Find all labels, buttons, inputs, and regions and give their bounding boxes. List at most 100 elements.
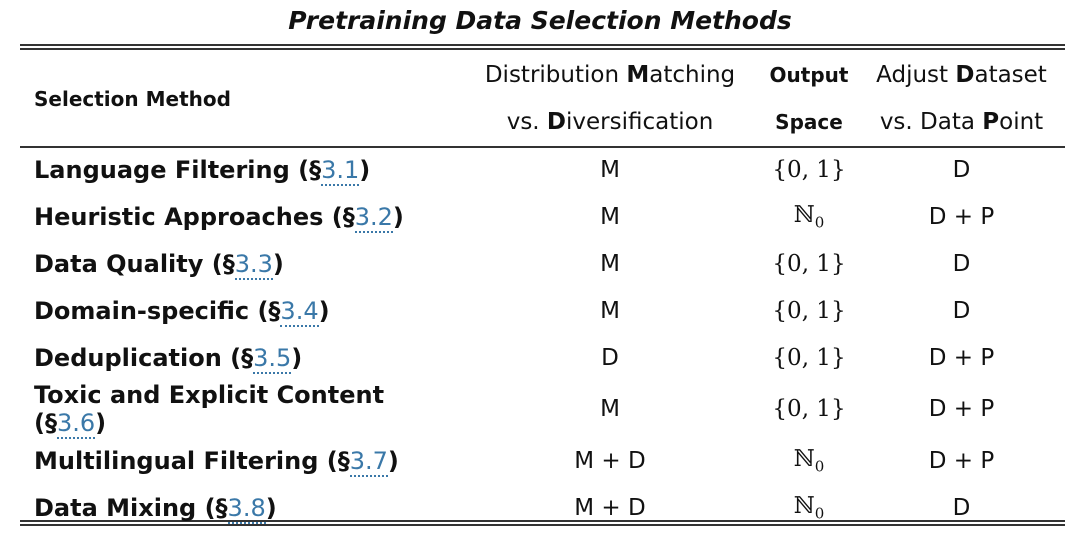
table-row: Deduplication (§3.5) D {0, 1} D + P (20, 334, 1065, 381)
output-subscript: 0 (814, 213, 825, 232)
method-text: Domain-specific (§ (34, 296, 281, 325)
output-text: {0, 1} (772, 344, 846, 371)
table-row: Heuristic Approaches (§3.2) M ℕ0 D + P (20, 193, 1065, 240)
method-text: ) (291, 343, 303, 372)
column-header: Adjust Dataset vs. Data Point (858, 52, 1065, 146)
header-text: P (982, 109, 1000, 135)
output-cell: {0, 1} (760, 287, 858, 334)
header-text: Adjust (876, 62, 956, 88)
method-text: Toxic and Explicit Content (§ (34, 381, 385, 437)
section-link: 3.2 (354, 202, 393, 233)
table-row: Data Mixing (§3.8) M + D ℕ0 D (20, 484, 1065, 531)
method-text: ) (272, 249, 284, 278)
matching-cell: M (600, 156, 620, 183)
section-link: 3.7 (349, 446, 388, 477)
header-text: D (546, 109, 567, 135)
header-line: Selection Method (34, 76, 460, 123)
table-row: Data Quality (§3.3) M {0, 1} D (20, 240, 1065, 287)
table-row: Domain-specific (§3.4) M {0, 1} D (20, 287, 1065, 334)
section-link: 3.8 (227, 493, 266, 524)
column-header: Output Space (760, 52, 858, 146)
output-text: {0, 1} (772, 396, 846, 422)
header-line: Output (760, 52, 858, 99)
column-header: Selection Method (20, 52, 460, 146)
method-cell: Data Mixing (§3.8) (20, 484, 460, 531)
adjust-cell: D (952, 297, 971, 324)
method-text: ) (392, 202, 404, 231)
adjust-cell: D + P (928, 344, 995, 371)
section-link: 3.5 (253, 343, 292, 374)
output-cell: {0, 1} (760, 381, 858, 437)
output-cell: {0, 1} (760, 334, 858, 381)
output-text: {0, 1} (772, 250, 846, 277)
matching-cell: M (600, 297, 620, 324)
matching-cell: M (600, 203, 620, 230)
method-text: Multilingual Filtering (§ (34, 446, 350, 475)
header-line: Adjust Dataset (858, 52, 1065, 99)
adjust-cell: D (952, 494, 971, 521)
method-cell: Domain-specific (§3.4) (20, 287, 460, 334)
table-row: Toxic and Explicit Content (§3.6) M {0, 1}… (20, 381, 1065, 439)
output-cell: {0, 1} (760, 146, 858, 193)
output-text: {0, 1} (772, 156, 846, 183)
adjust-cell: D + P (928, 396, 995, 422)
header-text: atching (649, 62, 736, 88)
header-text: ataset (974, 62, 1047, 88)
matching-cell: M + D (574, 447, 646, 474)
header-line: Distribution Matching (460, 52, 760, 99)
table-title: Pretraining Data Selection Methods (288, 6, 792, 35)
adjust-cell: D (952, 250, 971, 277)
table-body: Language Filtering (§3.1) M {0, 1} D Heurist… (20, 146, 1065, 531)
method-cell: Toxic and Explicit Content (§3.6) (20, 381, 460, 439)
method-cell: Heuristic Approaches (§3.2) (20, 193, 460, 240)
output-cell: ℕ0 (760, 193, 858, 240)
method-cell: Multilingual Filtering (§3.7) (20, 437, 460, 484)
method-text: ) (387, 446, 399, 475)
header-line: Space (760, 99, 858, 146)
header-text: D (955, 62, 975, 88)
output-text: {0, 1} (772, 297, 846, 324)
method-text: Heuristic Approaches (§ (34, 202, 355, 231)
section-link: 3.3 (234, 249, 273, 280)
method-cell: Data Quality (§3.3) (20, 240, 460, 287)
adjust-cell: D (952, 156, 971, 183)
header-line: vs. Data Point (858, 99, 1065, 146)
output-text: ℕ (793, 492, 815, 519)
header-text: Space (775, 110, 843, 134)
method-text: ) (265, 493, 277, 522)
header-text: oint (999, 109, 1044, 135)
method-text: Data Quality (§ (34, 249, 235, 278)
output-text: ℕ (793, 201, 815, 228)
header-text: vs. (506, 109, 547, 135)
table-row: Language Filtering (§3.1) M {0, 1} D (20, 146, 1065, 193)
matching-cell: M + D (574, 494, 646, 521)
header-rule (20, 146, 1065, 148)
top-rule (20, 44, 1065, 50)
section-link: 3.4 (280, 296, 319, 327)
header-text: vs. Data (879, 109, 983, 135)
header-row: Selection Method Distribution Matching vs.… (20, 52, 1065, 146)
header-text: iversification (566, 109, 714, 135)
section-link: 3.6 (56, 409, 96, 439)
table-row: Multilingual Filtering (§3.7) M + D ℕ0 D + … (20, 437, 1065, 484)
method-cell: Language Filtering (§3.1) (20, 146, 460, 193)
method-text: ) (318, 296, 330, 325)
table: Selection Method Distribution Matching vs.… (20, 52, 1065, 531)
matching-cell: D (601, 344, 619, 371)
output-cell: ℕ0 (760, 437, 858, 484)
header-text: Output (769, 63, 849, 87)
bottom-rule (20, 520, 1065, 526)
method-text: ) (359, 155, 371, 184)
output-cell: {0, 1} (760, 240, 858, 287)
header-text: Selection Method (34, 86, 231, 111)
header-text: M (626, 62, 650, 88)
column-header: Distribution Matching vs. Diversification (460, 52, 760, 146)
matching-cell: M (600, 396, 620, 422)
output-text: ℕ (793, 445, 815, 472)
method-text: Data Mixing (§ (34, 493, 228, 522)
output-subscript: 0 (814, 457, 825, 476)
output-subscript: 0 (814, 504, 825, 523)
header-text: Distribution (484, 62, 627, 88)
output-cell: ℕ0 (760, 484, 858, 531)
